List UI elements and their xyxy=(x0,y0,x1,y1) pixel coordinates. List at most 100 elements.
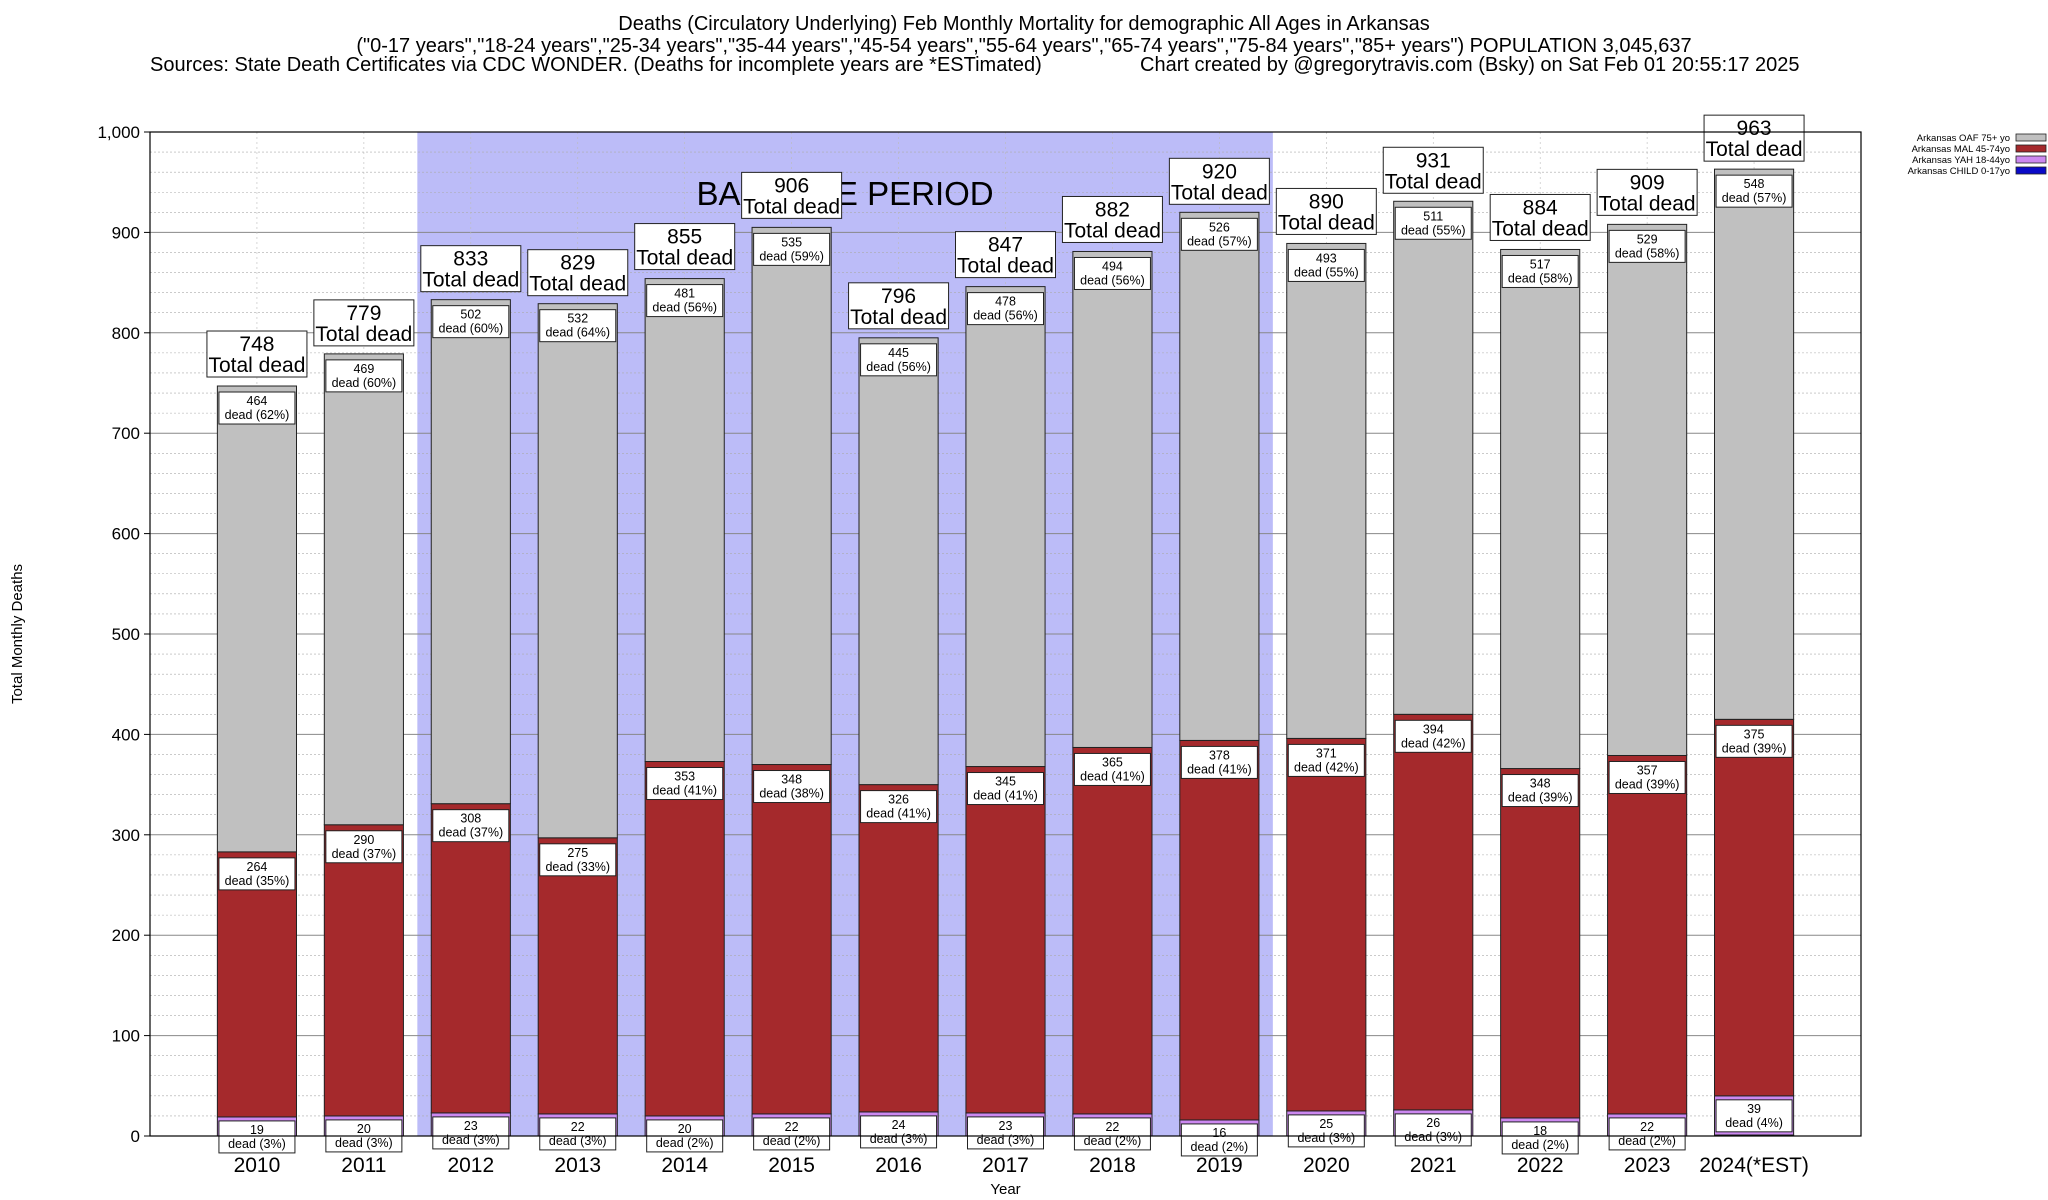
total-box xyxy=(634,223,736,271)
label-oaf-box xyxy=(1073,256,1151,290)
bar-segment xyxy=(216,385,298,853)
x-tick-label: 2014 xyxy=(661,1154,708,1177)
bar-segment xyxy=(1393,713,1474,1111)
total-label: Total dead xyxy=(208,354,305,377)
total-box xyxy=(1703,114,1805,162)
label-oaf-pct: dead (60%) xyxy=(439,322,504,336)
label-mal-pct: dead (42%) xyxy=(1401,736,1466,750)
legend-label: Arkansas MAL 45-74yo xyxy=(1912,144,2010,155)
label-oaf-value: 535 xyxy=(781,235,802,249)
label-mal-pct: dead (41%) xyxy=(652,784,717,798)
total-box xyxy=(1596,168,1698,216)
total-box xyxy=(1382,146,1484,194)
label-yah-value: 25 xyxy=(1319,1117,1333,1131)
label-yah-pct: dead (3%) xyxy=(442,1133,500,1147)
label-mal-box xyxy=(860,790,938,824)
bar-segment xyxy=(1286,737,1367,1112)
total-label: Total dead xyxy=(957,255,1054,278)
label-yah-box xyxy=(1287,1114,1365,1148)
label-mal-box xyxy=(432,809,510,843)
label-mal-pct: dead (39%) xyxy=(1722,741,1787,755)
label-mal-box xyxy=(1287,743,1365,777)
total-box xyxy=(1489,193,1591,241)
bar-segment xyxy=(1607,754,1688,1115)
label-oaf-pct: dead (57%) xyxy=(1187,234,1252,248)
label-oaf-value: 481 xyxy=(674,287,695,301)
label-oaf-box xyxy=(218,391,296,425)
label-oaf-pct: dead (56%) xyxy=(1080,273,1145,287)
label-oaf-value: 494 xyxy=(1102,259,1123,273)
label-oaf-box xyxy=(1608,229,1686,263)
label-oaf-box xyxy=(646,284,724,318)
total-value: 890 xyxy=(1309,190,1344,213)
total-value: 833 xyxy=(453,248,488,271)
y-tick-label: 500 xyxy=(112,625,140,644)
x-axis-label: Year xyxy=(990,1181,1020,1198)
y-tick-label: 900 xyxy=(112,223,140,242)
label-oaf-pct: dead (56%) xyxy=(866,360,931,374)
bar-segment xyxy=(430,803,511,1114)
bar-segment xyxy=(216,851,298,1118)
total-label: Total dead xyxy=(1706,138,1803,161)
label-mal-value: 348 xyxy=(1530,777,1551,791)
label-mal-box xyxy=(539,843,617,877)
bar-segment xyxy=(858,784,939,1113)
total-label: Total dead xyxy=(1385,170,1482,193)
label-mal-pct: dead (39%) xyxy=(1508,791,1573,805)
label-oaf-pct: dead (55%) xyxy=(1401,223,1466,237)
label-yah-value: 26 xyxy=(1426,1116,1440,1130)
label-mal-pct: dead (37%) xyxy=(332,847,397,861)
y-tick-label: 0 xyxy=(131,1127,140,1146)
bar-segment xyxy=(537,303,618,839)
label-yah-value: 22 xyxy=(571,1120,585,1134)
label-mal-value: 290 xyxy=(353,833,374,847)
bar-segment xyxy=(1500,768,1581,1119)
total-value: 847 xyxy=(988,234,1023,257)
x-tick-label: 2015 xyxy=(768,1154,815,1177)
x-tick-label: 2021 xyxy=(1410,1154,1457,1177)
total-label: Total dead xyxy=(743,195,840,218)
label-oaf-box xyxy=(1287,248,1365,282)
bar-segment xyxy=(1286,242,1367,739)
total-value: 779 xyxy=(346,302,381,325)
bar-segment xyxy=(1713,168,1795,720)
label-oaf-pct: dead (58%) xyxy=(1615,246,1680,260)
label-mal-box xyxy=(1394,719,1472,753)
total-box xyxy=(420,245,522,293)
x-tick-label: 2011 xyxy=(341,1154,386,1177)
total-value: 909 xyxy=(1630,171,1665,194)
total-value: 920 xyxy=(1202,160,1237,183)
bar-segment xyxy=(751,764,832,1115)
label-oaf-value: 548 xyxy=(1744,177,1765,191)
label-mal-box xyxy=(1501,774,1579,808)
total-value: 906 xyxy=(774,174,809,197)
bar-segment xyxy=(965,766,1046,1114)
y-tick-label: 100 xyxy=(112,1027,140,1046)
y-tick-label: 1,000 xyxy=(97,123,140,142)
legend-label: Arkansas OAF 75+ yo xyxy=(1917,133,2010,144)
bar-segment xyxy=(644,278,725,763)
x-tick-label: 2020 xyxy=(1303,1154,1350,1177)
total-box xyxy=(313,299,415,347)
total-label: Total dead xyxy=(1599,192,1696,215)
label-oaf-value: 529 xyxy=(1637,232,1658,246)
total-value: 796 xyxy=(881,285,916,308)
label-yah-pct: dead (2%) xyxy=(1191,1140,1249,1154)
label-oaf-value: 478 xyxy=(995,295,1016,309)
chart-sources: Sources: State Death Certificates via CD… xyxy=(150,54,1042,76)
bar-segment xyxy=(1072,250,1153,748)
total-box xyxy=(1061,195,1163,243)
label-yah-box xyxy=(1501,1121,1579,1155)
legend-label: Arkansas YAH 18-44yo xyxy=(1912,155,2010,166)
label-mal-pct: dead (41%) xyxy=(866,807,931,821)
label-mal-pct: dead (41%) xyxy=(1187,762,1252,776)
label-mal-value: 378 xyxy=(1209,748,1230,762)
label-oaf-pct: dead (55%) xyxy=(1294,265,1359,279)
label-yah-pct: dead (2%) xyxy=(763,1134,821,1148)
x-tick-label: 2018 xyxy=(1089,1154,1136,1177)
label-oaf-pct: dead (57%) xyxy=(1722,191,1787,205)
label-yah-box xyxy=(1394,1113,1472,1147)
label-yah-pct: dead (3%) xyxy=(228,1137,286,1151)
label-mal-pct: dead (33%) xyxy=(545,860,610,874)
bar-segment xyxy=(323,824,404,1117)
